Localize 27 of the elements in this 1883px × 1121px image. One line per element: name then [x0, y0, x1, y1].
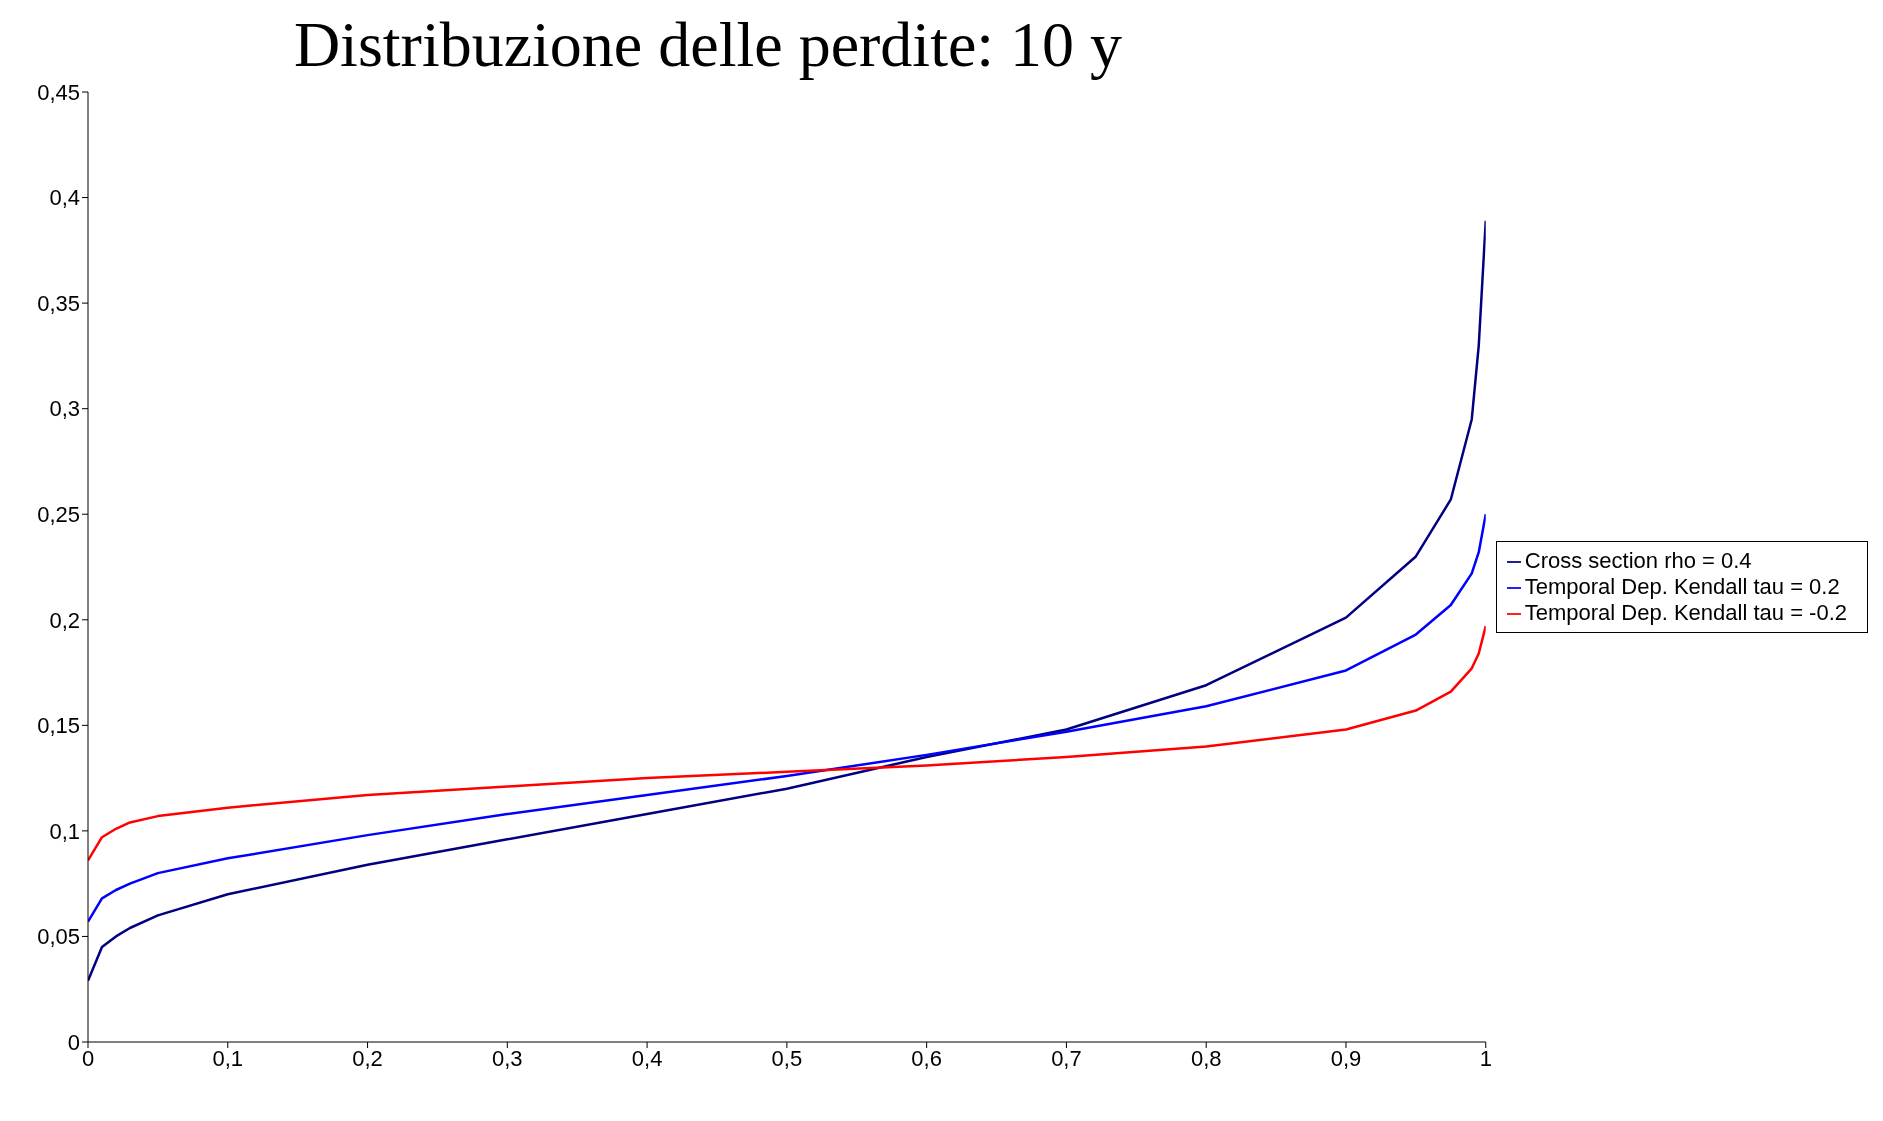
- legend-label: Temporal Dep. Kendall tau = -0.2: [1524, 600, 1847, 625]
- x-tick-label: 0,4: [631, 1045, 663, 1071]
- x-tick-label: 0,7: [1051, 1045, 1082, 1071]
- x-tick-label: 0,1: [212, 1045, 244, 1071]
- x-tick-label: 0,8: [1190, 1045, 1222, 1071]
- y-tick-label: 0,15: [37, 713, 80, 739]
- line-series: [88, 219, 1486, 983]
- line-series: [88, 512, 1486, 923]
- y-tick-label: 0,05: [37, 924, 80, 950]
- x-tick-label: 0,9: [1330, 1045, 1362, 1071]
- x-tick-label: 0,6: [911, 1045, 942, 1071]
- y-tick-label: 0,4: [49, 185, 80, 211]
- line-series: [88, 624, 1486, 862]
- y-tick-label: 0,25: [37, 502, 80, 528]
- y-tick-label: 0: [67, 1029, 80, 1055]
- y-tick-label: 0,45: [37, 79, 80, 105]
- y-tick-label: 0,2: [49, 607, 80, 633]
- x-tick-label: 0,2: [352, 1045, 383, 1071]
- y-tick-label: 0,35: [37, 290, 80, 316]
- x-tick-label: 1: [1479, 1045, 1492, 1071]
- y-tick-label: 0,3: [49, 396, 80, 422]
- legend-label: Temporal Dep. Kendall tau = 0.2: [1524, 574, 1840, 599]
- x-tick-label: 0,3: [492, 1045, 523, 1071]
- y-tick-label: 0,1: [49, 818, 80, 844]
- legend-label: Cross section rho = 0.4: [1524, 548, 1752, 573]
- chart-title: Distribuzione delle perdite: 10 y: [293, 9, 1123, 80]
- x-tick-label: 0,5: [771, 1045, 803, 1071]
